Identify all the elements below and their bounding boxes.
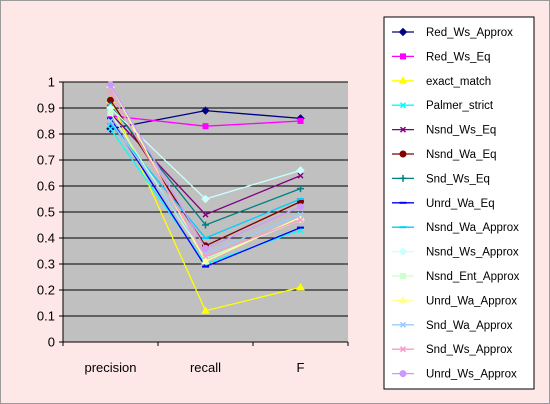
x-tick-label: F xyxy=(297,360,305,375)
legend-label: Snd_Wa_Approx xyxy=(426,320,513,332)
data-point xyxy=(297,118,304,124)
y-tick-label: 0.7 xyxy=(37,153,55,168)
data-point xyxy=(399,102,407,109)
data-point xyxy=(297,203,304,211)
data-point xyxy=(398,247,408,256)
data-point xyxy=(399,346,407,353)
legend-label: Snd_Ws_Approx xyxy=(426,344,513,356)
data-point xyxy=(400,53,406,60)
series-unrd-ws-approx xyxy=(107,81,304,252)
series-group xyxy=(106,80,305,314)
legend-label: Nsnd_Ent_Approx xyxy=(426,271,520,283)
legend-label: Nsnd_Ws_Eq xyxy=(426,125,496,137)
legend-label: Unrd_Wa_Approx xyxy=(426,295,517,307)
legend-label: Nsnd_Wa_Approx xyxy=(426,222,519,234)
x-tick-label: precision xyxy=(84,360,136,375)
legend-item: Nsnd_Wa_Eq xyxy=(392,149,497,161)
legend-item: Unrd_Ws_Approx xyxy=(392,369,517,381)
x-axis-tick-labels: precision recall F xyxy=(62,342,349,375)
data-point xyxy=(398,27,408,37)
legend-item: Nsnd_Ent_Approx xyxy=(392,271,520,283)
data-point xyxy=(400,273,406,279)
legend-label: exact_match xyxy=(426,76,491,88)
data-point xyxy=(202,211,209,218)
legend-item: exact_match xyxy=(392,76,491,88)
data-point xyxy=(297,172,304,179)
data-point xyxy=(202,221,209,229)
y-tick-label: 1 xyxy=(48,75,55,90)
legend-label: Nsnd_Wa_Eq xyxy=(426,149,497,161)
data-point xyxy=(296,166,305,175)
data-point xyxy=(107,89,114,96)
data-point xyxy=(201,306,210,314)
y-tick-label: 0.3 xyxy=(37,257,55,272)
data-point xyxy=(107,125,114,132)
data-point xyxy=(398,76,408,84)
data-point xyxy=(201,106,210,115)
legend-item: Snd_Wa_Approx xyxy=(392,320,513,332)
legend-item: Nsnd_Wa_Approx xyxy=(392,222,519,234)
data-point xyxy=(399,370,407,378)
legend-item: Palmer_strict xyxy=(392,100,494,112)
x-tick-label: recall xyxy=(190,360,221,375)
data-point xyxy=(107,117,114,125)
data-point xyxy=(297,185,304,193)
data-point xyxy=(107,81,114,89)
legend-item: Red_Ws_Eq xyxy=(392,51,491,63)
legend-item: Nsnd_Ws_Approx xyxy=(392,247,519,259)
y-tick-label: 0.9 xyxy=(37,101,55,116)
y-tick-label: 0 xyxy=(48,335,55,350)
legend: Red_Ws_Approx Red_Ws_Eq exact_match Palmer_… xyxy=(392,27,520,381)
data-point xyxy=(201,256,210,265)
series-snd-ws-approx xyxy=(107,89,304,260)
legend-item: Unrd_Wa_Approx xyxy=(392,295,517,307)
legend-item: Snd_Ws_Eq xyxy=(392,173,490,185)
data-point xyxy=(201,194,210,204)
y-tick-label: 0.5 xyxy=(37,205,55,220)
legend-label: Palmer_strict xyxy=(426,100,494,112)
data-point xyxy=(297,211,304,218)
legend-item: Unrd_Wa_Eq xyxy=(392,198,495,210)
data-point xyxy=(399,174,407,182)
data-point xyxy=(399,321,407,328)
legend-label: Nsnd_Ws_Approx xyxy=(426,247,519,259)
legend-label: Unrd_Ws_Approx xyxy=(426,369,517,381)
legend-item: Snd_Ws_Approx xyxy=(392,344,513,356)
data-point xyxy=(202,123,209,130)
y-tick-label: 0.2 xyxy=(37,283,55,298)
data-point xyxy=(202,244,209,252)
data-point xyxy=(297,216,304,223)
data-point xyxy=(202,253,209,260)
y-tick-label: 0.4 xyxy=(37,231,55,246)
legend-label: Red_Ws_Approx xyxy=(426,27,513,39)
legend-label: Red_Ws_Eq xyxy=(426,51,491,63)
legend-label: Snd_Ws_Eq xyxy=(426,173,490,185)
y-axis-tick-labels: 0 0.1 0.2 0.3 0.4 0.5 0.6 0.7 0.8 0.9 1 xyxy=(37,75,55,350)
y-tick-label: 0.8 xyxy=(37,127,55,142)
data-point xyxy=(296,282,305,291)
legend-item: Red_Ws_Approx xyxy=(392,27,513,39)
data-point xyxy=(107,110,114,117)
data-point xyxy=(398,295,408,304)
data-point xyxy=(399,150,407,158)
y-tick-label: 0.1 xyxy=(37,309,55,324)
legend-item: Nsnd_Ws_Eq xyxy=(392,125,496,137)
legend-label: Unrd_Wa_Eq xyxy=(426,198,495,210)
y-tick-label: 0.6 xyxy=(37,179,55,194)
series-snd-ws-eq xyxy=(107,101,304,229)
data-point xyxy=(399,126,407,133)
